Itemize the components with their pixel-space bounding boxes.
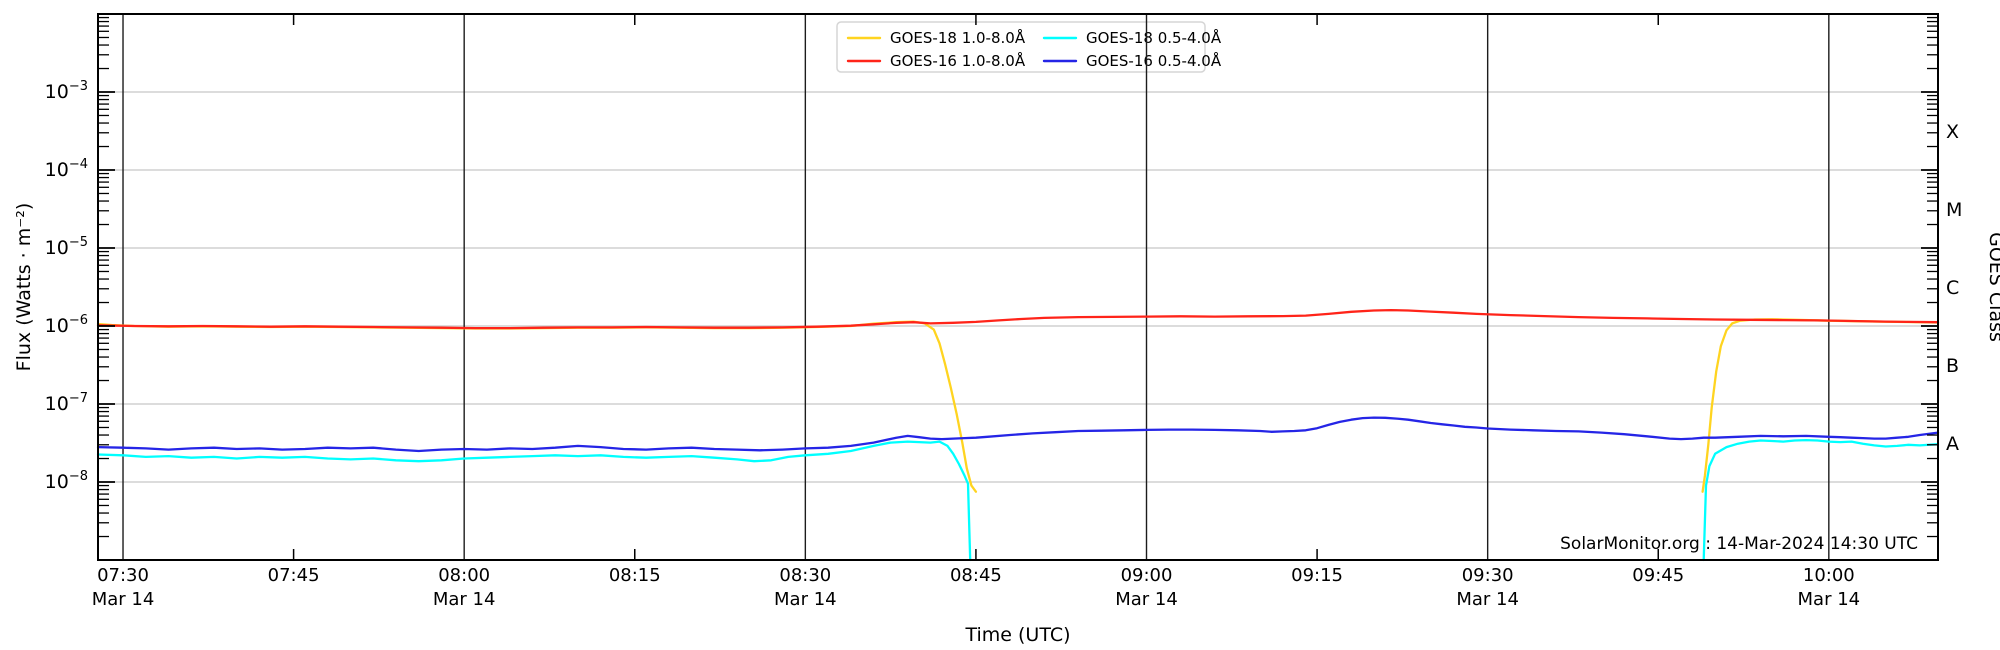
legend-label-goes18-long: GOES-18 1.0-8.0Å [890,28,1026,47]
x-tick-label-0945: 09:45 [1632,565,1684,586]
series-line-goes18-short-seg2 [1702,438,1940,562]
y-axis-title-right: GOES Class [1985,232,2000,342]
y-axis-title: Flux (Watts · m⁻²) [13,203,35,372]
y-tick-label-1e-3: 10−3 [45,79,88,103]
x-tick-label-0915: 09:15 [1291,565,1343,586]
y-tick-label-1e-7: 10−7 [45,391,88,415]
x-tick-label-0845: 08:45 [950,565,1002,586]
y-tick-label-1e-5: 10−5 [45,235,88,259]
x-tick-sublabel-date: Mar 14 [92,589,155,610]
x-tick-label-0745: 07:45 [268,565,320,586]
series-line-goes18-short-seg1 [96,440,972,562]
series-line-goes18-long-seg2 [1701,318,1940,493]
x-tick-label-1000: 10:00 [1803,565,1855,586]
x-tick-label-0930: 09:30 [1462,565,1514,586]
x-tick-label-0900: 09:00 [1121,565,1173,586]
grid-layer [98,14,1938,560]
x-tick-sublabel-date: Mar 14 [774,589,837,610]
x-tick-label-0830: 08:30 [779,565,831,586]
x-tick-sublabel-date: Mar 14 [1456,589,1519,610]
legend-label-goes18-short: GOES-18 0.5-4.0Å [1086,28,1222,47]
series-line-goes16-short [96,416,1940,453]
x-tick-sublabel-date: Mar 14 [433,589,496,610]
x-tick-label-0815: 08:15 [609,565,661,586]
goes-class-label-c: C [1946,277,1959,299]
legend-box [836,21,1206,73]
y-tick-label-1e-6: 10−6 [45,313,88,337]
legend-label-goes16-short: GOES-16 0.5-4.0Å [1086,51,1222,70]
x-axis-title: Time (UTC) [964,624,1070,646]
axes-layer: 07:30 Mar 14 07:45 08:00 Mar 14 08:15 08:30 Mar… [45,13,1962,610]
plot-frame [97,13,1939,561]
x-tick-label-0730: 07:30 [97,565,149,586]
goes-class-label-m: M [1946,199,1962,221]
series-line-goes18-long-seg1 [96,320,978,493]
series-line-goes16-long [96,308,1940,330]
x-tick-label-0800: 08:00 [438,565,490,586]
goes-class-label-x: X [1946,121,1959,143]
legend-label-goes16-long: GOES-16 1.0-8.0Å [890,51,1026,70]
x-tick-sublabel-date: Mar 14 [1798,589,1861,610]
y-tick-label-1e-8: 10−8 [45,469,88,493]
legend-layer: GOES-18 1.0-8.0Å GOES-16 1.0-8.0Å GOES-18 … [836,21,1222,73]
goes-class-label-b: B [1946,355,1959,377]
series-layer [96,308,1940,562]
goes-class-label-a: A [1946,433,1959,455]
x-tick-sublabel-date: Mar 14 [1115,589,1178,610]
y-tick-label-1e-4: 10−4 [45,157,88,181]
source-annotation: SolarMonitor.org : 14-Mar-2024 14:30 UTC [1560,534,1918,554]
